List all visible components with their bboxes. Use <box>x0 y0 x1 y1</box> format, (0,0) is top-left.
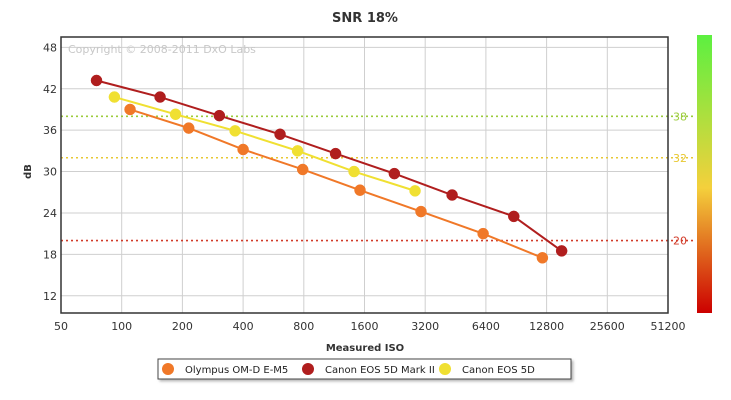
data-point <box>446 189 458 201</box>
data-point <box>90 74 103 87</box>
data-point <box>555 245 568 257</box>
reference-label: 32 <box>673 152 687 165</box>
legend-marker <box>302 363 314 375</box>
color-scale-bar <box>697 35 712 313</box>
x-tick-label: 51200 <box>651 320 686 333</box>
y-tick-label: 12 <box>43 290 57 303</box>
x-tick-label: 200 <box>172 320 193 333</box>
legend-box <box>157 358 572 380</box>
reference-label: 38 <box>673 110 687 123</box>
chart-title: SNR 18% <box>332 11 398 26</box>
x-tick-label: 800 <box>293 320 314 333</box>
y-tick-label: 36 <box>43 124 57 137</box>
x-tick-label: 1600 <box>351 320 379 333</box>
data-point <box>229 125 241 137</box>
data-point <box>329 147 342 160</box>
data-point <box>169 108 182 121</box>
legend-label: Canon EOS 5D Mark II <box>325 365 435 376</box>
reference-labels: 38 32 20 <box>673 110 687 247</box>
data-point <box>388 167 401 180</box>
legend-label: Olympus OM-D E-M5 <box>185 365 288 376</box>
x-tick-label: 12800 <box>529 320 564 333</box>
y-tick-label: 18 <box>43 248 57 261</box>
y-tick-label: 42 <box>43 83 57 96</box>
data-point <box>237 143 249 156</box>
legend-item: Canon EOS 5D <box>439 363 535 376</box>
x-tick-labels: 50 100 200 400 800 1600 3200 6400 12800 25600 5120… <box>54 320 686 333</box>
data-point <box>409 185 421 197</box>
x-tick-label: 6400 <box>472 320 500 333</box>
plot-frame <box>60 36 669 314</box>
data-point <box>291 145 304 157</box>
x-tick-label: 25600 <box>590 320 625 333</box>
x-tick-label: 400 <box>233 320 254 333</box>
series-line <box>114 96 416 192</box>
reference-label: 20 <box>673 235 687 248</box>
legend: Olympus OM-D E-M5 Canon EOS 5D Mark II Can… <box>157 358 572 380</box>
series-line <box>129 108 543 259</box>
y-tick-label: 48 <box>43 41 57 54</box>
x-tick-label: 3200 <box>411 320 439 333</box>
series-1 <box>124 103 549 264</box>
data-point <box>108 91 121 103</box>
legend-label: Canon EOS 5D <box>462 365 535 376</box>
data-point <box>182 122 195 134</box>
copyright-watermark: Copyright © 2008-2011 DxO Labs <box>68 43 256 56</box>
y-tick-label: 30 <box>43 166 57 179</box>
data-point <box>477 227 489 240</box>
series-2 <box>90 74 568 257</box>
series-group <box>90 74 568 264</box>
data-point <box>213 109 226 122</box>
legend-marker <box>162 363 174 375</box>
data-point <box>415 205 427 218</box>
series-3 <box>108 91 421 197</box>
reference-lines <box>61 115 693 242</box>
data-point <box>296 163 309 176</box>
x-tick-label: 50 <box>54 320 68 333</box>
x-axis-label: Measured ISO <box>326 343 404 354</box>
series-line <box>96 79 563 252</box>
y-tick-label: 24 <box>43 207 57 220</box>
data-point <box>154 91 166 103</box>
data-point <box>348 165 360 178</box>
data-point <box>274 128 286 141</box>
legend-marker <box>439 363 451 375</box>
data-point <box>354 184 366 196</box>
y-tick-labels: 12 18 24 30 36 42 48 <box>43 41 57 302</box>
legend-item: Canon EOS 5D Mark II <box>302 363 435 376</box>
x-tick-label: 100 <box>111 320 132 333</box>
data-point <box>508 210 520 223</box>
data-point <box>536 252 549 264</box>
y-axis-label: dB <box>23 164 34 179</box>
legend-item: Olympus OM-D E-M5 <box>162 363 288 376</box>
data-point <box>124 103 136 116</box>
